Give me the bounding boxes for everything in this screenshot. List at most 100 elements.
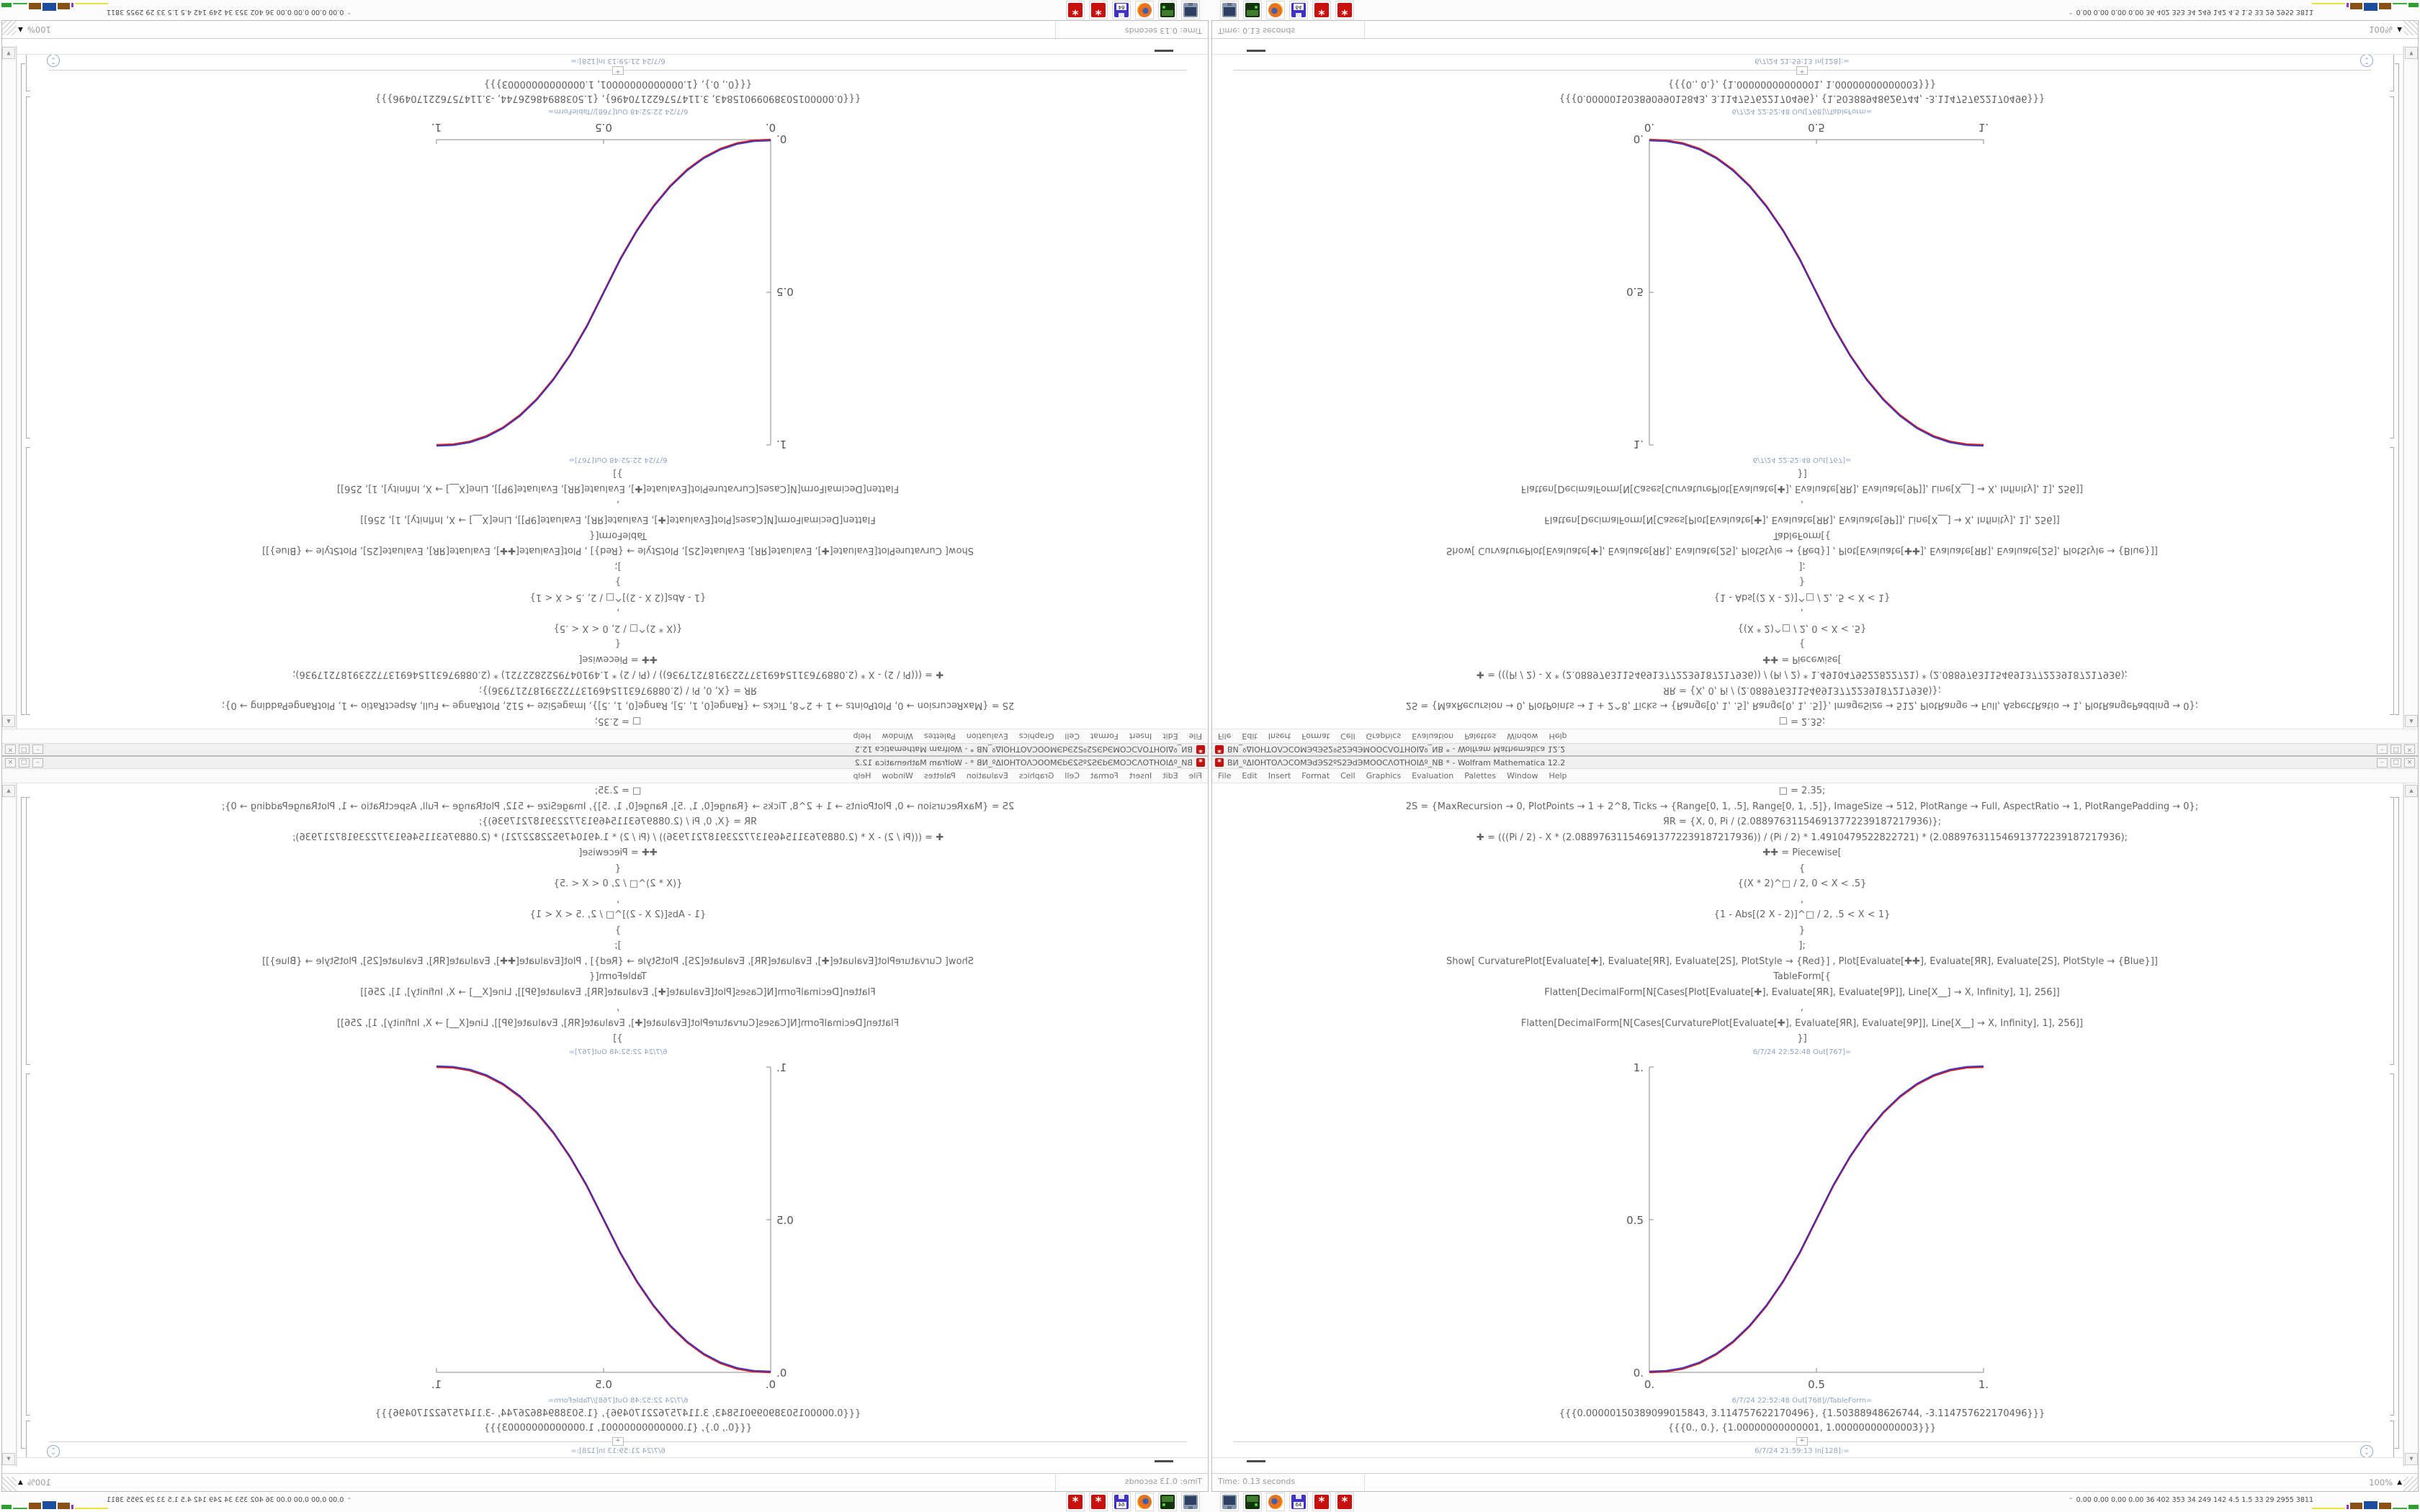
horizontal-scroll-thumb[interactable]: [1247, 1460, 1265, 1462]
taskbar-red-gear-icon[interactable]: *: [1335, 1493, 1354, 1511]
cell-bracket[interactable]: [26, 1074, 30, 1416]
taskbar-red-gear-icon[interactable]: *: [1335, 1, 1354, 19]
cell-bracket[interactable]: [26, 1421, 30, 1458]
menu-item-format[interactable]: Format: [1301, 732, 1330, 741]
cell-insertion-bar[interactable]: +: [42, 1436, 1194, 1446]
menu-item-window[interactable]: Window: [1507, 771, 1538, 780]
magnification-value[interactable]: 100%: [2369, 1477, 2393, 1488]
window-resize-grip[interactable]: [2, 21, 17, 35]
menu-item-window[interactable]: Window: [882, 771, 913, 780]
cell-bracket[interactable]: [2390, 96, 2394, 438]
taskbar-red-gear-icon[interactable]: *: [1089, 1493, 1108, 1511]
scroll-up-button[interactable]: ▲: [2405, 785, 2418, 797]
magnification-value[interactable]: 100%: [27, 1477, 51, 1488]
scroll-up-button[interactable]: ▲: [2, 785, 15, 797]
taskbar-firefox-icon[interactable]: [1266, 1, 1285, 19]
scroll-down-button[interactable]: ▼: [2405, 47, 2418, 59]
magnification-value[interactable]: 100%: [27, 24, 51, 35]
taskbar-monitor-icon[interactable]: [1181, 1, 1200, 19]
menu-item-palettes[interactable]: Palettes: [923, 771, 956, 780]
taskbar-floppy64-icon[interactable]: 64: [1112, 1, 1131, 19]
vertical-scrollbar[interactable]: ▲ ▼: [2, 45, 17, 729]
horizontal-scrollbar[interactable]: [1212, 1457, 2403, 1466]
insert-cell-plus-icon[interactable]: +: [612, 1436, 624, 1446]
taskbar-floppy64-icon[interactable]: 64: [1112, 1493, 1131, 1511]
maximize-button[interactable]: □: [19, 757, 30, 768]
window-titlebar[interactable]: * ВИ_ºΔIOHTOΛƆCOMЭdЭS2ºS2ЭdЭMOOCΛOTHOIΔº…: [1212, 757, 2418, 769]
menu-item-file[interactable]: File: [1218, 771, 1232, 780]
menu-item-graphics[interactable]: Graphics: [1366, 732, 1402, 741]
horizontal-scrollbar[interactable]: [17, 1457, 1208, 1466]
menu-item-edit[interactable]: Edit: [1162, 771, 1178, 780]
menu-item-edit[interactable]: Edit: [1242, 771, 1258, 780]
horizontal-scrollbar[interactable]: [17, 46, 1208, 55]
taskbar-drive-icon[interactable]: [1158, 1493, 1177, 1511]
menu-item-evaluation[interactable]: Evaluation: [1412, 771, 1454, 780]
menu-item-insert[interactable]: Insert: [1129, 771, 1152, 780]
magnification-menu-arrow-icon[interactable]: ▲: [18, 1479, 23, 1486]
menu-item-cell[interactable]: Cell: [1065, 771, 1080, 780]
window-titlebar[interactable]: * ВИ_ºΔIOHTOΛƆCOMЭdЭS2ºS2ЭdЭMOOCΛOTHOIΔº…: [2, 757, 1208, 769]
double-chevron-down-icon[interactable]: ⌄ ⌄: [2360, 1445, 2373, 1458]
window-titlebar[interactable]: * ВИ_ºΔIOHTOΛƆCOMЭdЭS2ºS2ЭdЭMOOCΛOTHOIΔº…: [1212, 743, 2418, 755]
taskbar-firefox-icon[interactable]: [1266, 1493, 1285, 1511]
taskbar-red-gear-icon[interactable]: *: [1312, 1, 1331, 19]
code-cell[interactable]: □ = 2.35; 2S = {MaxRecursion → 0, PlotPo…: [42, 466, 1194, 729]
cell-insertion-bar[interactable]: +: [1226, 1436, 2378, 1446]
insert-cell-plus-icon[interactable]: +: [1796, 1436, 1808, 1446]
magnification-menu-arrow-icon[interactable]: ▲: [2397, 26, 2402, 33]
maximize-button[interactable]: □: [19, 744, 30, 755]
notebook-content[interactable]: □ = 2.35; 2S = {MaxRecursion → 0, PlotPo…: [1213, 783, 2378, 1459]
taskbar-drive-icon[interactable]: [1158, 1, 1177, 19]
double-chevron-down-icon[interactable]: ⌄ ⌄: [2360, 54, 2373, 68]
menu-item-insert[interactable]: Insert: [1268, 771, 1291, 780]
scroll-up-button[interactable]: ▲: [2405, 715, 2418, 727]
cell-bracket[interactable]: [26, 54, 30, 91]
double-chevron-down-icon[interactable]: ⌄ ⌄: [47, 54, 60, 68]
menu-item-format[interactable]: Format: [1090, 732, 1119, 741]
scroll-down-button[interactable]: ▼: [2, 1453, 15, 1465]
window-titlebar[interactable]: * ВИ_ºΔIOHTOΛƆCOMЭdЭS2ºS2ЭdЭMOOCΛOTHOIΔº…: [2, 743, 1208, 755]
menu-item-graphics[interactable]: Graphics: [1018, 771, 1054, 780]
horizontal-scroll-thumb[interactable]: [1155, 1460, 1173, 1462]
minimize-button[interactable]: –: [2377, 757, 2388, 768]
menu-item-insert[interactable]: Insert: [1129, 732, 1152, 741]
minimize-button[interactable]: –: [32, 744, 43, 755]
magnification-menu-arrow-icon[interactable]: ▲: [18, 26, 23, 33]
code-cell[interactable]: □ = 2.35; 2S = {MaxRecursion → 0, PlotPo…: [1226, 783, 2378, 1047]
menu-item-format[interactable]: Format: [1301, 771, 1330, 780]
menu-item-help[interactable]: Help: [853, 732, 871, 741]
menu-item-edit[interactable]: Edit: [1242, 732, 1258, 741]
menu-item-evaluation[interactable]: Evaluation: [966, 732, 1008, 741]
horizontal-scroll-thumb[interactable]: [1247, 50, 1265, 52]
menu-item-insert[interactable]: Insert: [1268, 732, 1291, 741]
menu-item-window[interactable]: Window: [1507, 732, 1538, 741]
cell-insertion-bar[interactable]: +: [42, 66, 1194, 76]
close-button[interactable]: ×: [2404, 744, 2415, 755]
notebook-content[interactable]: □ = 2.35; 2S = {MaxRecursion → 0, PlotPo…: [42, 53, 1207, 729]
taskbar-floppy64-icon[interactable]: 64: [1289, 1493, 1308, 1511]
menu-item-palettes[interactable]: Palettes: [1464, 732, 1497, 741]
cell-bracket[interactable]: [2395, 797, 2399, 1449]
menu-item-evaluation[interactable]: Evaluation: [966, 771, 1008, 780]
cell-insertion-bar[interactable]: +: [1226, 66, 2378, 76]
close-button[interactable]: ×: [5, 757, 16, 768]
cell-bracket[interactable]: [21, 797, 25, 1449]
cell-bracket[interactable]: [21, 63, 25, 715]
taskbar-drive-icon[interactable]: [1243, 1493, 1262, 1511]
code-cell[interactable]: □ = 2.35; 2S = {MaxRecursion → 0, PlotPo…: [1226, 466, 2378, 729]
menu-item-file[interactable]: File: [1218, 732, 1232, 741]
menu-item-evaluation[interactable]: Evaluation: [1412, 732, 1454, 741]
scroll-down-button[interactable]: ▼: [2, 47, 15, 59]
taskbar-drive-icon[interactable]: [1243, 1, 1262, 19]
menu-item-help[interactable]: Help: [1549, 732, 1567, 741]
taskbar-floppy64-icon[interactable]: 64: [1289, 1, 1308, 19]
menu-item-help[interactable]: Help: [1549, 771, 1567, 780]
cell-bracket[interactable]: [26, 96, 30, 438]
menu-item-file[interactable]: File: [1188, 732, 1202, 741]
notebook-content[interactable]: □ = 2.35; 2S = {MaxRecursion → 0, PlotPo…: [1213, 53, 2378, 729]
menu-item-window[interactable]: Window: [882, 732, 913, 741]
taskbar-firefox-icon[interactable]: [1135, 1493, 1154, 1511]
scroll-up-button[interactable]: ▲: [2, 715, 15, 727]
close-button[interactable]: ×: [5, 744, 16, 755]
